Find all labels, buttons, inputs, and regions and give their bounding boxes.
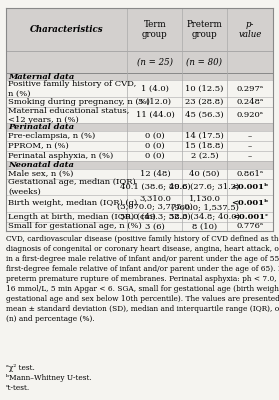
Bar	[6, 222, 273, 231]
Text: Maternal educational status,
<12 years, n (%): Maternal educational status, <12 years, …	[8, 106, 129, 124]
Text: 2 (2.5): 2 (2.5)	[191, 152, 218, 160]
Text: 0.297ᵃ: 0.297ᵃ	[236, 85, 264, 93]
Bar	[6, 107, 273, 124]
Text: (n = 25): (n = 25)	[137, 57, 173, 66]
Text: 0 (0): 0 (0)	[145, 142, 165, 150]
Text: 38.0 (34.8; 40.0): 38.0 (34.8; 40.0)	[169, 212, 240, 220]
Text: 0.920ᵃ: 0.920ᵃ	[237, 111, 263, 119]
Text: Pre-eclampsia, n (%): Pre-eclampsia, n (%)	[8, 132, 95, 140]
Bar	[6, 141, 273, 151]
Text: Preterm
group: Preterm group	[187, 20, 222, 39]
Text: CVD, cardiovascular disease (positive family history of CVD defined as the
diagn: CVD, cardiovascular disease (positive fa…	[6, 235, 279, 323]
Bar	[6, 212, 273, 222]
Bar	[6, 8, 273, 73]
Text: 23 (28.8): 23 (28.8)	[185, 98, 224, 106]
Text: <0.001ᵇ: <0.001ᵇ	[231, 199, 269, 207]
Text: 0 (0): 0 (0)	[145, 152, 165, 160]
Bar	[6, 73, 273, 80]
Text: Positive family history of CVD,
n (%): Positive family history of CVD, n (%)	[8, 80, 136, 98]
Text: Male sex, n (%): Male sex, n (%)	[8, 170, 74, 178]
Text: 8 (10): 8 (10)	[192, 222, 217, 230]
Text: 3 (12.0): 3 (12.0)	[138, 98, 171, 106]
Text: 11 (44.0): 11 (44.0)	[136, 111, 174, 119]
Text: –: –	[248, 132, 252, 140]
Text: 10 (12.5): 10 (12.5)	[185, 85, 224, 93]
Bar	[6, 151, 273, 161]
Text: Small for gestational age, n (%): Small for gestational age, n (%)	[8, 222, 142, 230]
Text: <0.001ᵇ: <0.001ᵇ	[231, 183, 269, 191]
Text: 40.1 (38.6; 40.6): 40.1 (38.6; 40.6)	[120, 183, 190, 191]
Text: PPROM, n (%): PPROM, n (%)	[8, 142, 69, 150]
Text: Term
group: Term group	[142, 20, 168, 39]
Bar	[6, 178, 273, 195]
Text: 14 (17.5): 14 (17.5)	[185, 132, 224, 140]
Text: Perinatal data: Perinatal data	[8, 123, 74, 131]
Bar	[6, 97, 273, 107]
Text: <0.001ᶜ: <0.001ᶜ	[232, 212, 268, 220]
Text: 45 (56.3): 45 (56.3)	[185, 111, 224, 119]
Text: 50.0 (49.3; 52.3): 50.0 (49.3; 52.3)	[120, 212, 190, 220]
Text: 1 (4.0): 1 (4.0)	[141, 85, 169, 93]
Bar	[6, 161, 273, 169]
Text: 0 (0): 0 (0)	[145, 132, 165, 140]
Text: 3,310.0
(3,070.0; 3,775.0): 3,310.0 (3,070.0; 3,775.0)	[117, 195, 193, 212]
Text: 0.248ᵃ: 0.248ᵃ	[236, 98, 264, 106]
Text: –: –	[248, 152, 252, 160]
Text: ᵃχ² test.
ᵇMann–Whitney U-test.
ᶜt-test.: ᵃχ² test. ᵇMann–Whitney U-test. ᶜt-test.	[6, 364, 91, 392]
Bar	[6, 80, 273, 97]
Text: 0.776ᵃ: 0.776ᵃ	[236, 222, 264, 230]
Text: Birth weight, median (IQR) (g): Birth weight, median (IQR) (g)	[8, 199, 138, 207]
Text: Smoking during pregnancy, n (%): Smoking during pregnancy, n (%)	[8, 98, 150, 106]
Text: Characteristics: Characteristics	[30, 25, 103, 34]
Bar	[6, 169, 273, 178]
Text: Perinatal asphyxia, n (%): Perinatal asphyxia, n (%)	[8, 152, 114, 160]
Text: Length at birth, median (IQR) (cm): Length at birth, median (IQR) (cm)	[8, 212, 156, 220]
Text: 0.861ᵃ: 0.861ᵃ	[236, 170, 264, 178]
Text: Maternal data: Maternal data	[8, 72, 74, 80]
Text: 1,130.0
(960.0; 1,537.5): 1,130.0 (960.0; 1,537.5)	[170, 195, 238, 212]
Text: 15 (18.8): 15 (18.8)	[185, 142, 224, 150]
Text: Gestational age, median (IQR)
(weeks): Gestational age, median (IQR) (weeks)	[8, 178, 136, 196]
Text: p-
value: p- value	[238, 20, 262, 39]
Text: 40 (50): 40 (50)	[189, 170, 220, 178]
Text: Neonatal data: Neonatal data	[8, 161, 74, 169]
Text: 12 (48): 12 (48)	[140, 170, 170, 178]
Text: 29.6 (27.6; 31.2): 29.6 (27.6; 31.2)	[169, 183, 240, 191]
Bar	[6, 124, 273, 131]
Text: –: –	[248, 142, 252, 150]
Text: 3 (6): 3 (6)	[145, 222, 165, 230]
Bar	[6, 195, 273, 212]
Text: (n = 80): (n = 80)	[186, 57, 222, 66]
Bar	[6, 131, 273, 141]
